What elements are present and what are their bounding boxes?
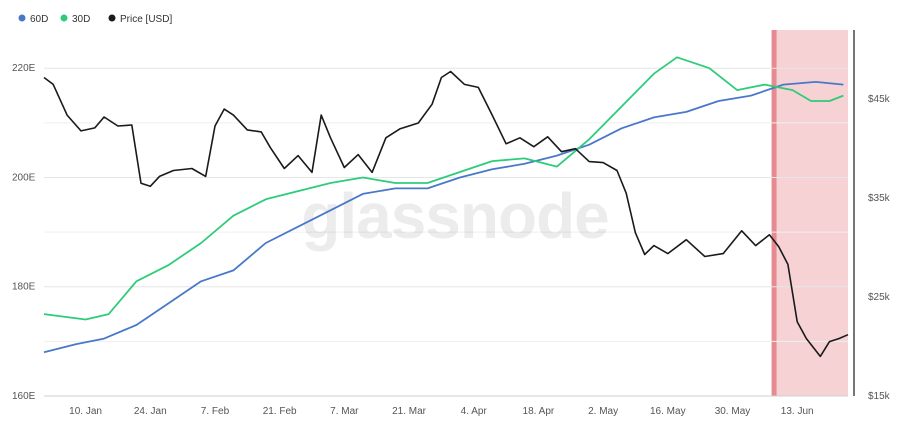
x-tick-label: 2. May [588,406,618,417]
legend-label: 60D [30,14,48,25]
y-right-tick-label: $45k [868,94,891,105]
y-left-tick-label: 160E [12,391,36,402]
x-tick-label: 21. Feb [263,406,297,417]
highlight-layer [771,30,848,396]
x-tick-label: 16. May [650,406,686,417]
x-tick-label: 21. Mar [392,406,427,417]
x-tick-label: 24. Jan [134,406,167,417]
legend-label: 30D [72,14,90,25]
axes-layer: 10. Jan 24. Jan 7. Feb 21. Feb 7. Mar 21. Mar… [12,30,891,417]
y-right-tick-label: $25k [868,292,891,303]
watermark-layer: glassnode [301,180,610,252]
y-left-tick-label: 180E [12,282,36,293]
y-left-tick-label: 220E [12,63,36,74]
x-tick-label: 30. May [715,406,751,417]
y-right-tick-label: $15k [868,391,891,402]
x-tick-label: 7. Mar [330,406,359,417]
legend-marker [108,14,116,22]
x-tick-label: 13. Jun [781,406,814,417]
legend-label: Price [USD] [120,14,172,25]
series-line-0 [43,81,844,354]
highlight-band [774,30,848,396]
x-tick-label: 7. Feb [201,406,230,417]
series-line-2 [43,70,849,358]
y-left-tick-label: 200E [12,172,36,183]
x-tick-label: 4. Apr [461,406,488,417]
y-right-tick-label: $35k [868,193,891,204]
x-tick-label: 18. Apr [523,406,555,417]
series-layer [43,56,849,358]
series-line-1 [43,56,844,321]
legend-marker [60,14,68,22]
legend-marker [18,14,26,22]
x-tick-label: 10. Jan [69,406,102,417]
legend: 60D 30D Price [USD] [18,14,172,25]
watermark-text: glassnode [301,180,609,252]
